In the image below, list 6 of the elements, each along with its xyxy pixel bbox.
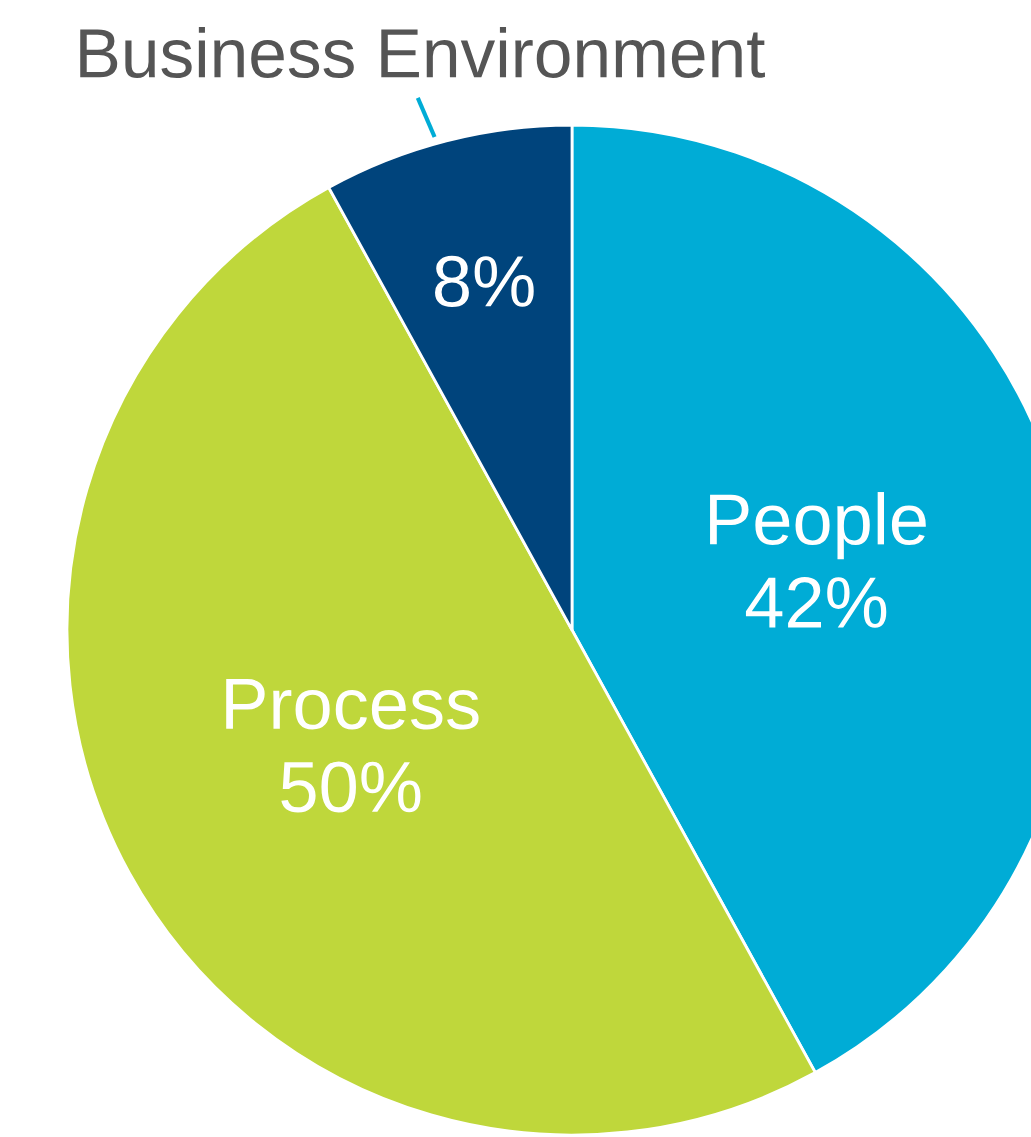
slice-label: Business Environment bbox=[80, 26, 765, 78]
slice-label: People bbox=[710, 492, 926, 560]
data-label: 8% bbox=[435, 255, 534, 307]
data-label: 50% bbox=[281, 761, 421, 813]
data-label: 42% bbox=[745, 576, 887, 628]
slice-label: Process bbox=[226, 679, 479, 730]
